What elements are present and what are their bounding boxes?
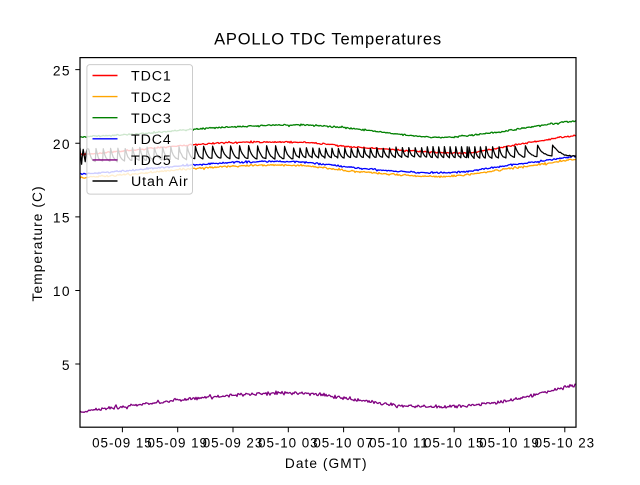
svg-text:05-10 07: 05-10 07	[313, 435, 373, 450]
svg-text:10: 10	[53, 284, 71, 299]
svg-text:TDC2: TDC2	[131, 90, 172, 106]
svg-text:TDC1: TDC1	[131, 69, 172, 85]
svg-text:05-10 11: 05-10 11	[369, 435, 428, 450]
svg-text:05-09 23: 05-09 23	[203, 435, 263, 450]
svg-text:Date (GMT): Date (GMT)	[285, 456, 368, 471]
svg-text:15: 15	[53, 211, 71, 226]
svg-text:05-10 19: 05-10 19	[479, 435, 539, 450]
svg-text:APOLLO TDC Temperatures: APOLLO TDC Temperatures	[214, 31, 442, 49]
svg-text:Utah Air: Utah Air	[131, 174, 189, 190]
svg-text:Temperature (C): Temperature (C)	[30, 185, 45, 301]
svg-text:05-09 19: 05-09 19	[147, 435, 207, 450]
svg-text:05-10 03: 05-10 03	[258, 435, 318, 450]
svg-text:05-10 23: 05-10 23	[535, 435, 595, 450]
svg-text:TDC3: TDC3	[131, 111, 172, 127]
svg-text:5: 5	[62, 358, 71, 373]
svg-text:TDC4: TDC4	[131, 132, 172, 148]
svg-text:05-10 15: 05-10 15	[424, 435, 484, 450]
svg-text:TDC5: TDC5	[131, 153, 172, 169]
svg-text:25: 25	[53, 64, 71, 79]
svg-text:05-09 15: 05-09 15	[92, 435, 152, 450]
svg-text:20: 20	[53, 137, 71, 152]
